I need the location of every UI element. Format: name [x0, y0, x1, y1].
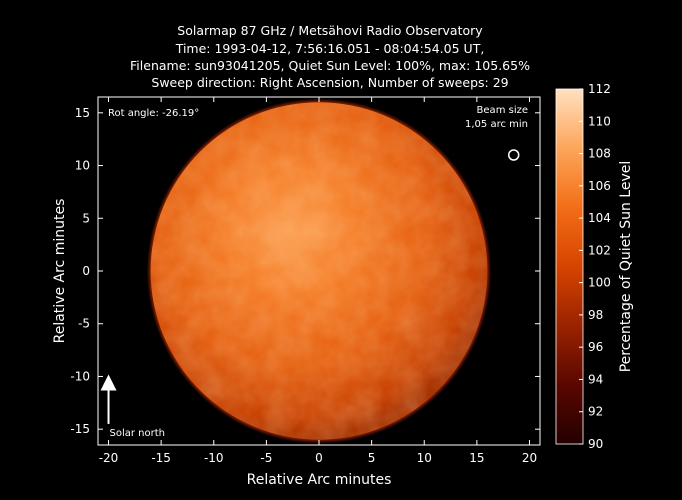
- colorbar-tick-label: 108: [588, 147, 611, 161]
- solar-disk-texture: [150, 102, 488, 440]
- colorbar-tick-label: 96: [588, 340, 603, 354]
- chart-title-line-4: Sweep direction: Right Ascension, Number…: [151, 75, 509, 90]
- x-tick-label: 0: [315, 451, 323, 465]
- colorbar-tick-label: 106: [588, 179, 611, 193]
- chart-title-line-3: Filename: sun93041205, Quiet Sun Level: …: [130, 58, 530, 73]
- x-tick-label: 20: [522, 451, 537, 465]
- rot-angle-annotation: Rot angle: -26.19°: [108, 108, 199, 119]
- y-tick-label: 0: [82, 264, 90, 278]
- y-tick-label: -5: [78, 317, 90, 331]
- chart-title-line-2: Time: 1993-04-12, 7:56:16.051 - 08:04:54…: [175, 41, 485, 56]
- y-tick-label: 10: [75, 159, 90, 173]
- x-tick-label: -5: [260, 451, 272, 465]
- colorbar-tick-label: 94: [588, 372, 603, 386]
- colorbar-tick-label: 112: [588, 82, 611, 96]
- beam-size-label: Beam size: [477, 105, 528, 116]
- colorbar-tick-label: 102: [588, 243, 611, 257]
- colorbar-label: Percentage of Quiet Sun Level: [618, 161, 634, 373]
- colorbar-tick-label: 110: [588, 114, 611, 128]
- y-tick-label: 15: [75, 106, 90, 120]
- colorbar-tick-label: 100: [588, 276, 611, 290]
- solar-north-label: Solar north: [110, 428, 165, 439]
- y-tick-label: -10: [70, 369, 90, 383]
- y-axis-label: Relative Arc minutes: [52, 199, 68, 344]
- beam-size-circle: [507, 149, 520, 161]
- colorbar-tick-label: 104: [588, 211, 611, 225]
- x-tick-label: -10: [204, 451, 224, 465]
- colorbar: [555, 88, 584, 445]
- solar-north-arrow-head: [100, 374, 117, 391]
- x-tick-label: 15: [469, 451, 484, 465]
- solar-disk-group: [148, 100, 490, 442]
- beam-size-value: 1,05 arc min: [465, 119, 528, 130]
- y-tick-label: -15: [70, 422, 90, 436]
- x-tick-label: 10: [417, 451, 432, 465]
- x-tick-label: -15: [151, 451, 171, 465]
- x-tick-label: 5: [368, 451, 376, 465]
- chart-title-line-1: Solarmap 87 GHz / Metsähovi Radio Observ…: [177, 23, 483, 38]
- colorbar-tick-label: 90: [588, 437, 603, 451]
- x-axis-label: Relative Arc minutes: [247, 472, 392, 488]
- colorbar-tick-label: 98: [588, 308, 603, 322]
- x-tick-label: -20: [99, 451, 119, 465]
- y-tick-label: 5: [82, 211, 90, 225]
- colorbar-tick-label: 92: [588, 405, 603, 419]
